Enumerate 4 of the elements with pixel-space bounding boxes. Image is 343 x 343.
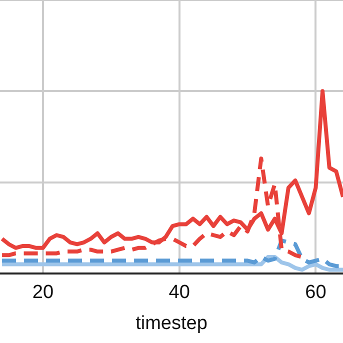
x-tick-label: 20 xyxy=(32,282,54,304)
x-tick-label: 40 xyxy=(168,282,190,304)
x-axis-title: timestep xyxy=(136,312,208,334)
x-tick-label: 60 xyxy=(305,282,326,304)
